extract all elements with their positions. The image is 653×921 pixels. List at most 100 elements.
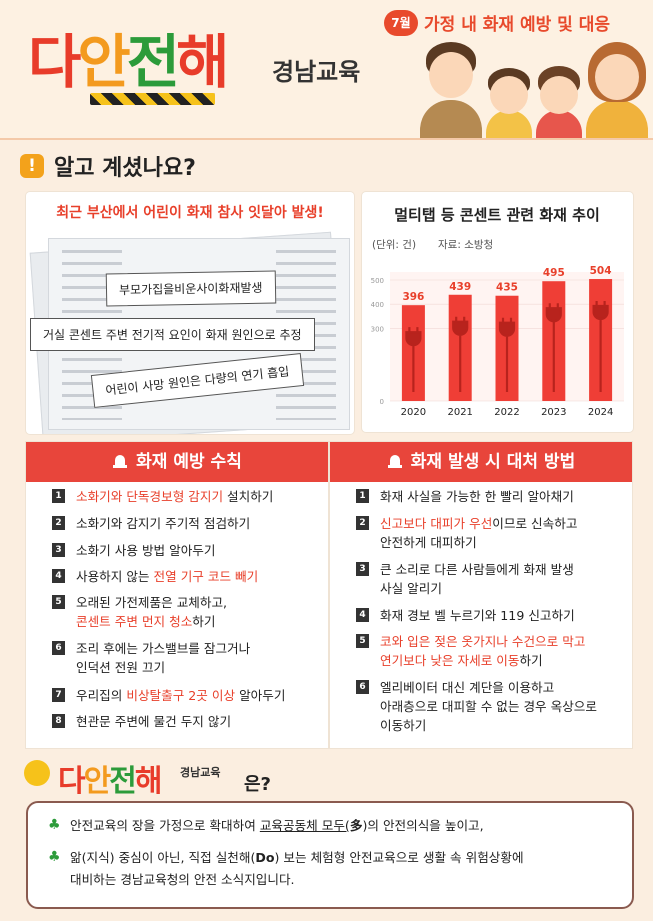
rule-text-part: 하기 bbox=[519, 653, 543, 668]
rule-number-badge: 1 bbox=[356, 489, 369, 503]
about-line-2: 앎(지식) 중심이 아닌, 직접 실천해(Do) 보는 체험형 안전교육으로 생… bbox=[70, 848, 524, 868]
rule-number-badge: 7 bbox=[52, 688, 65, 702]
exclamation-icon: ! bbox=[20, 154, 44, 178]
about-logo-subtitle: 경남교육 bbox=[180, 766, 221, 779]
rule-highlight: 비상탈출구 2곳 이상 bbox=[126, 688, 236, 703]
rule-text-part: 현관문 주변에 물건 두지 않기 bbox=[76, 714, 232, 729]
plug-icon bbox=[405, 327, 422, 392]
header: 다안전해 경남교육 7월 가정 내 화재 예방 및 대응 bbox=[0, 0, 653, 140]
rule-number-badge: 6 bbox=[52, 641, 65, 655]
prevention-panel: 화재 예방 수칙 1 소화기와 단독경보형 감지기 설치하기 2 소화기와 감지기 주… bbox=[26, 442, 328, 748]
month-badge: 7월 bbox=[384, 10, 418, 36]
about-box: ♣ 안전교육의 장을 가정으로 확대하여 교육공동체 모두(多)의 안전의식을 … bbox=[26, 801, 634, 909]
y-tick-label: 400 bbox=[371, 301, 384, 309]
rule-number-badge: 1 bbox=[52, 489, 65, 503]
about-logo: 다안전해 bbox=[58, 756, 163, 800]
rule-text-part: 안전하게 대피하기 bbox=[380, 535, 477, 550]
clover-icon: ♣ bbox=[48, 849, 61, 865]
logo-stripe-bar bbox=[90, 93, 215, 105]
rule-text: 신고보다 대피가 우선이므로 신속하고 bbox=[380, 515, 577, 533]
rule-text-part: 사실 알리기 bbox=[380, 581, 442, 596]
page-title: 가정 내 화재 예방 및 대응 bbox=[424, 15, 610, 35]
logo-char: 해 bbox=[176, 28, 229, 96]
x-tick-label: 2023 bbox=[541, 407, 566, 418]
siren-icon bbox=[113, 455, 128, 468]
chart-title: 멀티탭 등 콘센트 관련 화재 추이 bbox=[394, 206, 600, 224]
plug-icon bbox=[592, 301, 609, 392]
about-text: ) 보는 체험형 안전교육으로 생활 속 위험상황에 bbox=[274, 850, 524, 865]
about-line-3: 대비하는 경남교육청의 안전 소식지입니다. bbox=[70, 872, 295, 887]
rule-number-badge: 6 bbox=[356, 680, 369, 694]
bar-value-label: 504 bbox=[590, 265, 612, 277]
rule-text-part: 화재 사실을 가능한 한 빨리 알아채기 bbox=[380, 489, 574, 504]
rule-number-badge: 5 bbox=[52, 595, 65, 609]
header-divider bbox=[0, 138, 653, 140]
rule-text: 큰 소리로 다른 사람들에게 화재 발생 bbox=[380, 561, 574, 579]
rule-number-badge: 2 bbox=[52, 516, 65, 530]
x-tick-label: 2020 bbox=[401, 407, 426, 418]
plug-icon bbox=[545, 303, 562, 392]
bar-value-label: 435 bbox=[496, 282, 518, 294]
rule-text-part: 화재 경보 벨 누르기와 119 신고하기 bbox=[380, 608, 575, 623]
rule-highlight: 연기보다 낮은 자세로 이동 bbox=[380, 653, 520, 668]
response-title: 화재 발생 시 대처 방법 bbox=[410, 452, 576, 472]
rule-number-badge: 8 bbox=[52, 714, 65, 728]
rule-text: 아래층으로 대피할 수 없는 경우 옥상으로 bbox=[380, 698, 597, 716]
logo-char: 전 bbox=[109, 764, 137, 799]
bar-value-label: 396 bbox=[402, 291, 424, 303]
news-headline: 최근 부산에서 어린이 화재 참사 잇달아 발생! bbox=[56, 205, 324, 221]
rule-text: 현관문 주변에 물건 두지 않기 bbox=[76, 713, 231, 731]
rule-highlight: 전열 기구 코드 빼기 bbox=[153, 569, 259, 584]
rule-text: 화재 사실을 가능한 한 빨리 알아채기 bbox=[380, 488, 574, 506]
rule-text: 연기보다 낮은 자세로 이동하기 bbox=[380, 652, 543, 670]
about-text: 안전교육의 장을 가정으로 확대하여 bbox=[70, 818, 260, 833]
rule-text: 조리 후에는 가스밸브를 잠그거나 bbox=[76, 640, 250, 658]
prevention-header: 화재 예방 수칙 bbox=[26, 442, 328, 482]
y-tick-label: 300 bbox=[371, 325, 384, 333]
rule-text: 엘리베이터 대신 계단을 이용하고 bbox=[380, 679, 554, 697]
rule-number-badge: 2 bbox=[356, 516, 369, 530]
response-header: 화재 발생 시 대처 방법 bbox=[330, 442, 632, 482]
rule-text-part: 소화기 사용 방법 알아두기 bbox=[76, 543, 216, 558]
family-illustration bbox=[420, 38, 653, 140]
chart-unit: (단위: 건) bbox=[372, 238, 416, 251]
news-tag-1: 부모가집을비운사이화재발생 bbox=[105, 270, 276, 307]
about-emphasis: Do bbox=[255, 850, 275, 865]
rule-highlight: 신고보다 대피가 우선 bbox=[380, 516, 493, 531]
prevention-title: 화재 예방 수칙 bbox=[136, 452, 242, 472]
rule-text: 화재 경보 벨 누르기와 119 신고하기 bbox=[380, 607, 575, 625]
rule-text: 안전하게 대피하기 bbox=[380, 534, 477, 552]
rule-highlight: 콘센트 주변 먼지 청소 bbox=[76, 614, 193, 629]
logo-char: 해 bbox=[134, 764, 163, 799]
rule-number-badge: 3 bbox=[356, 562, 369, 576]
y-tick-label: 0 bbox=[380, 398, 384, 406]
about-text: 앎(지식) 중심이 아닌, 직접 실천해( bbox=[70, 850, 256, 865]
rule-text: 콘센트 주변 먼지 청소하기 bbox=[76, 613, 215, 631]
rule-text-part: 우리집의 bbox=[76, 688, 127, 703]
rule-text-part: 소화기와 감지기 주기적 점검하기 bbox=[76, 516, 251, 531]
x-tick-label: 2022 bbox=[494, 407, 519, 418]
news-tag-2: 거실 콘센트 주변 전기적 요인이 화재 원인으로 추정 bbox=[30, 318, 315, 351]
rule-highlight: 코와 입은 젖은 옷가지나 수건으로 막고 bbox=[380, 634, 586, 649]
about-text: )의 안전의식을 높이고, bbox=[362, 818, 484, 833]
rule-text-part: 하기 bbox=[192, 614, 216, 629]
bar-value-label: 439 bbox=[449, 281, 471, 293]
about-emphasis: 多 bbox=[349, 818, 363, 833]
rule-text-part: 아래층으로 대피할 수 없는 경우 옥상으로 bbox=[380, 699, 597, 714]
logo-char: 다 bbox=[28, 28, 81, 96]
response-panel: 화재 발생 시 대처 방법 1 화재 사실을 가능한 한 빨리 알아채기 2 신고보다… bbox=[330, 442, 632, 748]
rule-text-part: 엘리베이터 대신 계단을 이용하고 bbox=[380, 680, 555, 695]
logo-char: 안 bbox=[83, 764, 112, 799]
plug-icon bbox=[498, 317, 516, 392]
rule-number-badge: 4 bbox=[52, 569, 65, 583]
fire-trend-chart: 멀티탭 등 콘센트 관련 화재 추이 (단위: 건) 자료: 소방청 0 300 4… bbox=[371, 206, 624, 418]
rule-text: 코와 입은 젖은 옷가지나 수건으로 막고 bbox=[380, 633, 585, 651]
x-tick-label: 2021 bbox=[447, 407, 472, 418]
about-underline: 교육공동체 모두( bbox=[259, 818, 350, 833]
rule-text-part: 조리 후에는 가스밸브를 잠그거나 bbox=[76, 641, 251, 656]
rule-text: 사용하지 않는 전열 기구 코드 빼기 bbox=[76, 568, 258, 586]
rule-text-part: 오래된 가전제품은 교체하고, bbox=[76, 595, 228, 610]
rule-text-part: 큰 소리로 다른 사람들에게 화재 발생 bbox=[380, 562, 574, 577]
about-question: 은? bbox=[244, 774, 272, 795]
bar-value-label: 495 bbox=[543, 267, 565, 279]
